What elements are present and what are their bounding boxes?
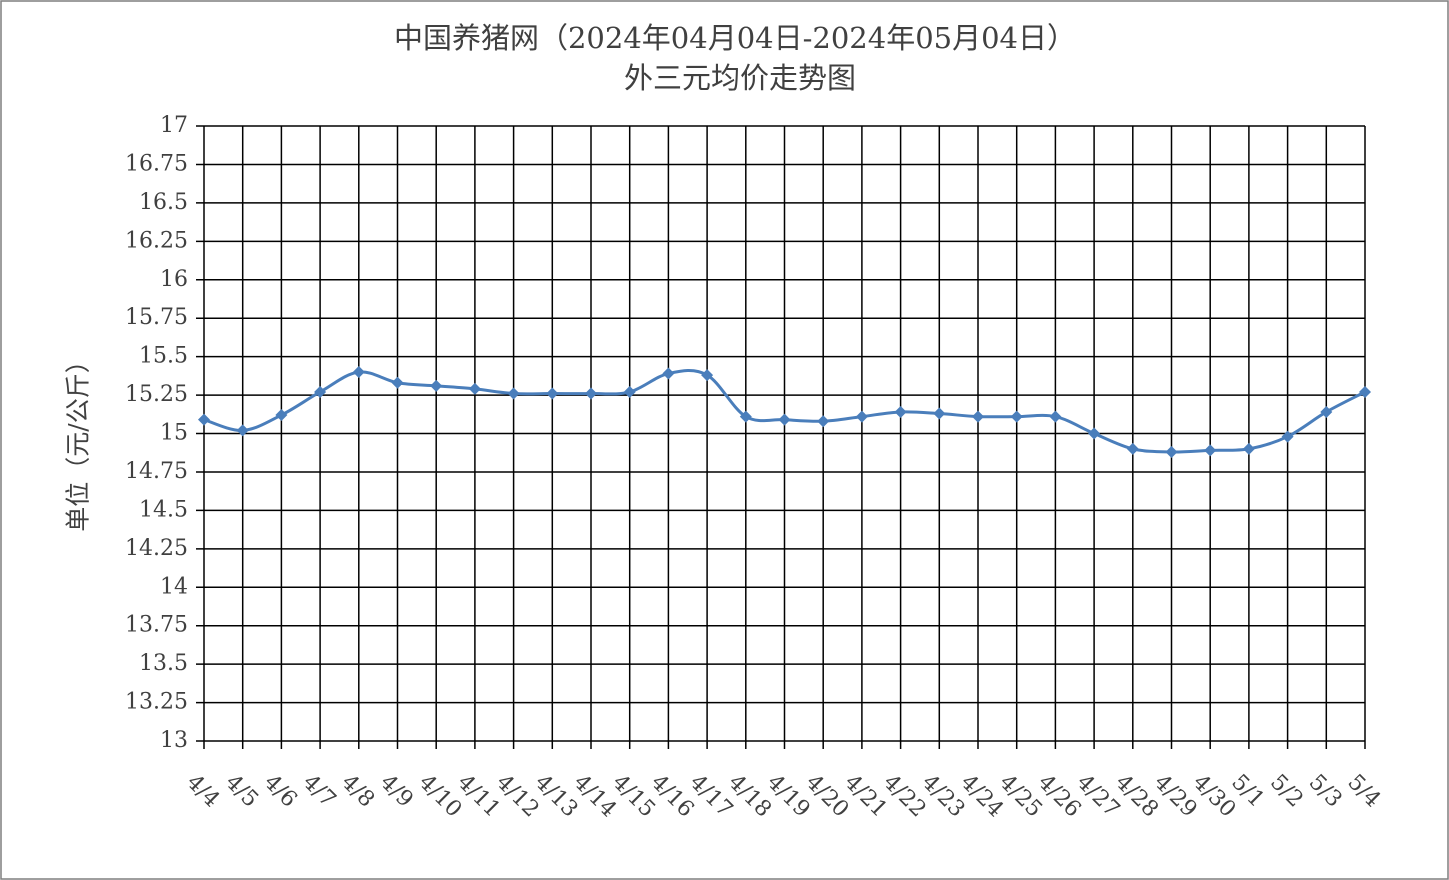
data-point [546, 387, 559, 400]
data-point [468, 382, 481, 395]
data-point [1126, 442, 1139, 455]
data-point [933, 407, 946, 420]
y-tick-label: 14.75 [125, 459, 188, 484]
y-tick-label: 17 [160, 113, 188, 138]
data-point [894, 405, 907, 418]
data-point [972, 410, 984, 423]
data-point [430, 379, 443, 392]
y-tick-label: 13.75 [125, 613, 188, 638]
chart-subtitle: 外三元均价走势图 [624, 61, 856, 95]
data-point [1281, 430, 1294, 443]
data-point [1049, 410, 1062, 423]
data-point [1204, 444, 1217, 457]
y-tick-label: 15.5 [139, 344, 188, 369]
y-tick-label: 14.5 [139, 497, 188, 522]
y-tick-label: 14.25 [125, 536, 188, 561]
data-point [507, 387, 520, 400]
data-point [662, 367, 675, 380]
data-point [314, 385, 327, 398]
data-point [352, 366, 365, 378]
data-point [391, 376, 404, 389]
y-axis-label: 单位（元/公斤） [64, 348, 93, 531]
y-tick-label: 14 [160, 574, 188, 599]
y-tick-label: 15.25 [125, 382, 188, 407]
data-point [585, 387, 597, 400]
y-tick-label: 15 [160, 421, 188, 446]
data-point [1359, 385, 1371, 398]
data-point [623, 385, 636, 398]
data-point [701, 369, 714, 382]
y-tick-label: 16.5 [139, 190, 188, 215]
data-point [1010, 410, 1023, 423]
y-tick-label: 13.25 [125, 690, 188, 715]
data-point [739, 410, 752, 423]
y-tick-label: 16 [160, 267, 188, 292]
y-tick-label: 15.75 [125, 305, 188, 330]
y-tick-label: 16.25 [125, 228, 188, 253]
data-point [855, 410, 868, 423]
data-point [1320, 405, 1333, 418]
data-point [198, 413, 210, 426]
data-point [236, 424, 249, 437]
data-point [1165, 445, 1178, 458]
y-tick-label: 13 [160, 728, 188, 753]
data-point [275, 409, 288, 422]
y-tick-label: 13.5 [139, 651, 188, 676]
data-point [1088, 427, 1101, 440]
data-point [778, 413, 791, 426]
data-point [817, 415, 830, 428]
chart-title: 中国养猪网（2024年04月04日-2024年05月04日） [394, 21, 1076, 55]
data-point [1242, 442, 1255, 455]
y-tick-label: 16.75 [125, 151, 188, 176]
